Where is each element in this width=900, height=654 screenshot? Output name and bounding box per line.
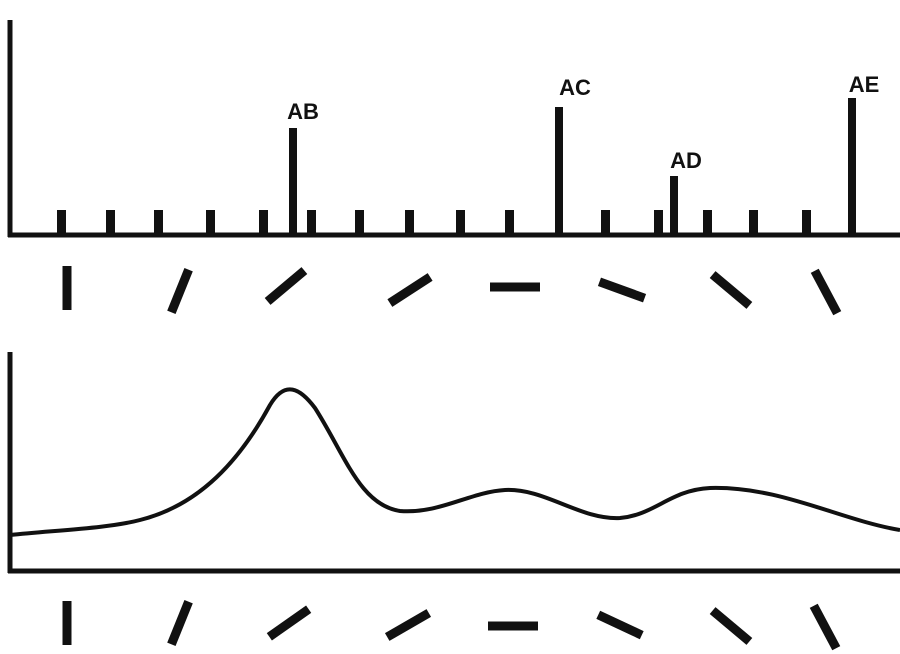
orientation-mark [709,271,753,309]
orientation-mark [596,610,644,640]
tick [456,210,465,235]
orientation-mark [809,603,841,651]
tick [154,210,163,235]
peak-bar [848,98,856,235]
top-panel: AB AC AD AE [7,20,900,238]
peak-bar [555,107,563,235]
peak-label: AC [559,75,591,100]
bottom-panel [7,352,900,574]
orientation-mark [264,267,308,305]
tick [355,210,364,235]
orientation-mark [384,609,432,641]
orientation-mark [709,607,753,645]
tick [259,210,268,235]
tick [505,210,514,235]
tick [307,210,316,235]
orientation-mark [597,277,647,303]
tick [654,210,663,235]
tick [802,210,811,235]
orientation-mark [810,268,842,316]
tick [749,210,758,235]
orientation-row [62,266,842,316]
tick [106,210,115,235]
orientation-mark [266,605,312,641]
tick [405,210,414,235]
tick [57,210,66,235]
peak-label: AD [670,148,702,173]
tick [601,210,610,235]
orientation-mark [387,273,433,307]
peak-bar [289,128,297,235]
tick [703,210,712,235]
small-ticks [57,210,811,235]
orientation-row [62,599,841,651]
orientation-mark [167,267,193,315]
tick [206,210,215,235]
peak-label: AB [287,99,319,124]
orientation-mark [167,599,193,647]
response-curve [9,387,900,537]
peak-label: AE [849,72,880,97]
peak-bar [670,176,678,235]
